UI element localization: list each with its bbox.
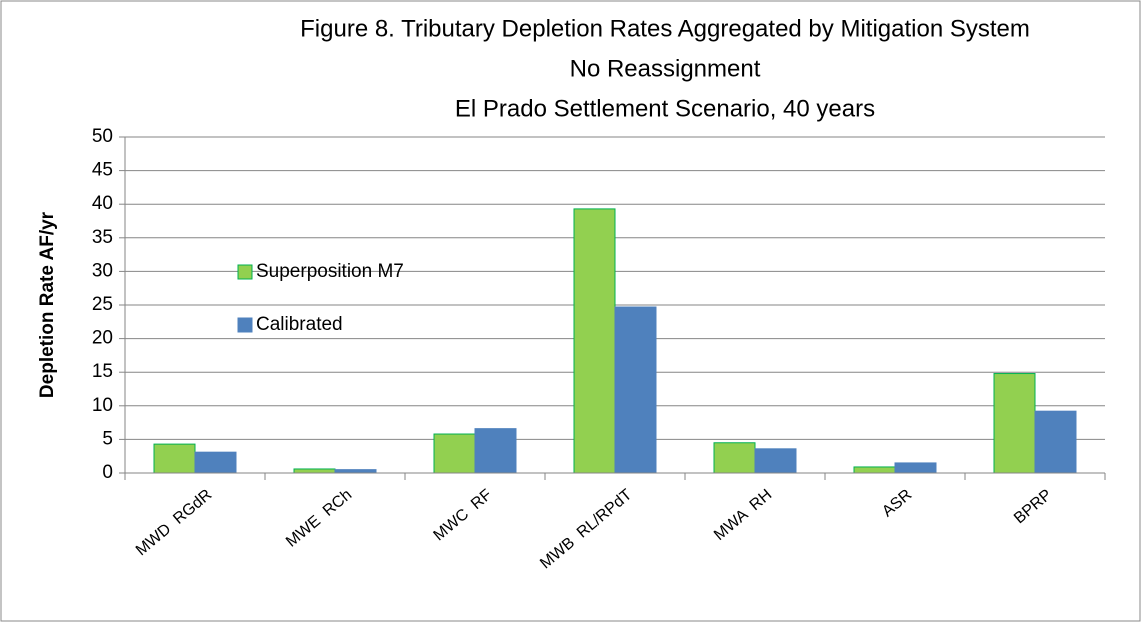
bar	[894, 462, 937, 474]
bar	[293, 468, 336, 474]
bar	[993, 373, 1036, 474]
legend-swatch	[237, 317, 253, 333]
chart-title: Figure 8. Tributary Depletion Rates Aggr…	[300, 15, 1030, 42]
bar	[853, 466, 896, 474]
y-tick-label: 25	[92, 294, 113, 315]
legend-label: Superposition M7	[256, 261, 404, 282]
legend-label: Calibrated	[256, 314, 343, 335]
bar	[334, 469, 377, 474]
bar	[1034, 410, 1077, 474]
y-axis-label: Depletion Rate AF/yr	[37, 211, 58, 398]
bar	[433, 433, 476, 474]
bar	[573, 208, 616, 474]
legend-swatch	[237, 264, 253, 280]
bar	[153, 443, 196, 474]
y-tick-label: 45	[92, 160, 113, 181]
chart-subtitle: No Reassignment	[570, 55, 761, 82]
y-tick-label: 40	[92, 193, 113, 214]
y-tick-label: 30	[92, 260, 113, 281]
y-tick-label: 15	[92, 361, 113, 382]
bar	[754, 448, 797, 474]
bar	[474, 428, 517, 474]
y-tick-label: 10	[92, 395, 113, 416]
y-tick-label: 35	[92, 227, 113, 248]
y-tick-label: 0	[102, 462, 113, 483]
chart-subtitle: El Prado Settlement Scenario, 40 years	[455, 95, 875, 122]
bar	[614, 306, 657, 474]
bar	[194, 451, 237, 474]
bar	[713, 442, 756, 474]
y-tick-label: 20	[92, 328, 113, 349]
y-tick-label: 50	[92, 126, 113, 147]
y-tick-label: 5	[102, 428, 113, 449]
